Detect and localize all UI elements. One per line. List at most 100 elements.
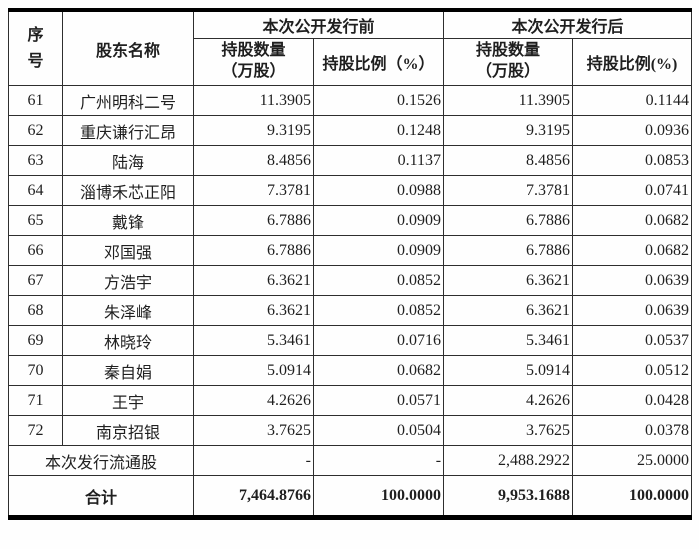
qty-after: 6.3621 [443,295,574,326]
qty-after: 8.4856 [443,145,574,176]
qty-before: 6.3621 [193,265,314,296]
qty-before: 9.3195 [193,115,314,146]
table-row: 71 王宇 4.2626 0.0571 4.2626 0.0428 [8,385,693,416]
shareholder-name: 王宇 [62,385,194,416]
pct-after: 0.0428 [572,385,693,416]
pct-before: 0.0909 [312,235,445,266]
shareholder-name: 戴锋 [62,205,194,236]
qty-after: 6.7886 [443,235,574,266]
row-seq: 70 [8,355,63,386]
shareholder-name: 南京招银 [62,415,194,446]
qty-after: 6.3621 [443,265,574,296]
pct-before: 0.0909 [312,205,445,236]
qty-before: 3.7625 [193,415,314,446]
shareholder-name: 方浩宇 [62,265,194,296]
table-body: 61 广州明科二号 11.3905 0.1526 11.3905 0.1144 62 重庆谦行… [8,85,693,446]
pct-after: 0.0512 [572,355,693,386]
circulating-shares-label: 本次发行流通股 [8,445,194,476]
row-seq: 69 [8,325,63,356]
qty-after: 5.0914 [443,355,574,386]
header-qty-after: 持股数量 （万股） [443,38,574,86]
table-row: 67 方浩宇 6.3621 0.0852 6.3621 0.0639 [8,265,693,296]
qty-before: 11.3905 [193,85,314,116]
header-sub-row: 持股数量 （万股） 持股比例（%） 持股数量 （万股） 持股比例(%) [9,38,693,86]
circulating-pct-after: 25.0000 [572,445,693,476]
pct-before: 0.1248 [312,115,445,146]
pct-before: 0.0682 [312,355,445,386]
header-pct-after: 持股比例(%) [572,38,693,86]
shareholder-name: 朱泽峰 [62,295,194,326]
pct-after: 0.0853 [572,145,693,176]
header-qty-before: 持股数量 （万股） [193,38,314,86]
pct-before: 0.1526 [312,85,445,116]
circulating-qty-after: 2,488.2922 [443,445,574,476]
circulating-qty-before: - [193,445,314,476]
qty-after: 9.3195 [443,115,574,146]
table-footer-rows: 本次发行流通股 - - 2,488.2922 25.0000 合计 7,464.… [8,445,693,518]
pct-after: 0.0639 [572,265,693,296]
pct-after: 0.0741 [572,175,693,206]
qty-before: 5.3461 [193,325,314,356]
table-row: 70 秦自娟 5.0914 0.0682 5.0914 0.0512 [8,355,693,386]
pct-after: 0.1144 [572,85,693,116]
pct-after: 0.0682 [572,205,693,236]
row-seq: 63 [8,145,63,176]
qty-before: 6.3621 [193,295,314,326]
shareholder-table: 序号 股东名称 本次公开发行前 本次公开发行后 持股数量 （万股） 持股比例（%… [8,8,693,520]
shareholder-name: 秦自娟 [62,355,194,386]
header-seq-label: 序号 [27,26,44,70]
total-pct-before: 100.0000 [312,475,445,518]
row-seq: 62 [8,115,63,146]
header-before-offering-group: 本次公开发行前 [192,9,445,39]
qty-after: 5.3461 [443,325,574,356]
qty-before: 8.4856 [193,145,314,176]
table-row: 69 林晓玲 5.3461 0.0716 5.3461 0.0537 [8,325,693,356]
table-row: 66 邓国强 6.7886 0.0909 6.7886 0.0682 [8,235,693,266]
pct-after: 0.0639 [572,295,693,326]
row-seq: 65 [8,205,63,236]
qty-after: 11.3905 [443,85,574,116]
qty-before: 6.7886 [193,235,314,266]
shareholder-name: 淄博禾芯正阳 [62,175,194,206]
row-seq: 71 [8,385,63,416]
header-pct-before: 持股比例（%） [312,38,445,86]
header-seq: 序号 [8,9,63,86]
table-row: 68 朱泽峰 6.3621 0.0852 6.3621 0.0639 [8,295,693,326]
qty-after: 7.3781 [443,175,574,206]
pct-after: 0.0378 [572,415,693,446]
pct-before: 0.0504 [312,415,445,446]
header-group-row: 序号 股东名称 本次公开发行前 本次公开发行后 [8,9,693,86]
table-row: 64 淄博禾芯正阳 7.3781 0.0988 7.3781 0.0741 [8,175,693,206]
pct-before: 0.0852 [312,295,445,326]
row-seq: 67 [8,265,63,296]
qty-after: 6.7886 [443,205,574,236]
pct-before: 0.1137 [312,145,445,176]
total-label: 合计 [8,475,194,518]
pct-before: 0.0571 [312,385,445,416]
pct-after: 0.0682 [572,235,693,266]
pct-after: 0.0936 [572,115,693,146]
total-qty-after: 9,953.1688 [443,475,574,518]
header-shareholder-name: 股东名称 [62,9,194,86]
total-qty-before: 7,464.8766 [193,475,314,518]
table-row: 62 重庆谦行汇昂 9.3195 0.1248 9.3195 0.0936 [8,115,693,146]
qty-before: 5.0914 [193,355,314,386]
table-row: 72 南京招银 3.7625 0.0504 3.7625 0.0378 [8,415,693,446]
table-row: 61 广州明科二号 11.3905 0.1526 11.3905 0.1144 [8,85,693,116]
pct-before: 0.0716 [312,325,445,356]
shareholder-name: 重庆谦行汇昂 [62,115,194,146]
pct-after: 0.0537 [572,325,693,356]
shareholder-name: 广州明科二号 [62,85,194,116]
table-header: 序号 股东名称 本次公开发行前 本次公开发行后 持股数量 （万股） 持股比例（%… [8,9,693,86]
table-row: 63 陆海 8.4856 0.1137 8.4856 0.0853 [8,145,693,176]
table-row-total: 合计 7,464.8766 100.0000 9,953.1688 100.00… [8,475,693,518]
qty-before: 4.2626 [193,385,314,416]
shareholder-name: 林晓玲 [62,325,194,356]
shareholder-name: 陆海 [62,145,194,176]
circulating-pct-before: - [312,445,445,476]
pct-before: 0.0852 [312,265,445,296]
pct-before: 0.0988 [312,175,445,206]
row-seq: 61 [8,85,63,116]
row-seq: 68 [8,295,63,326]
